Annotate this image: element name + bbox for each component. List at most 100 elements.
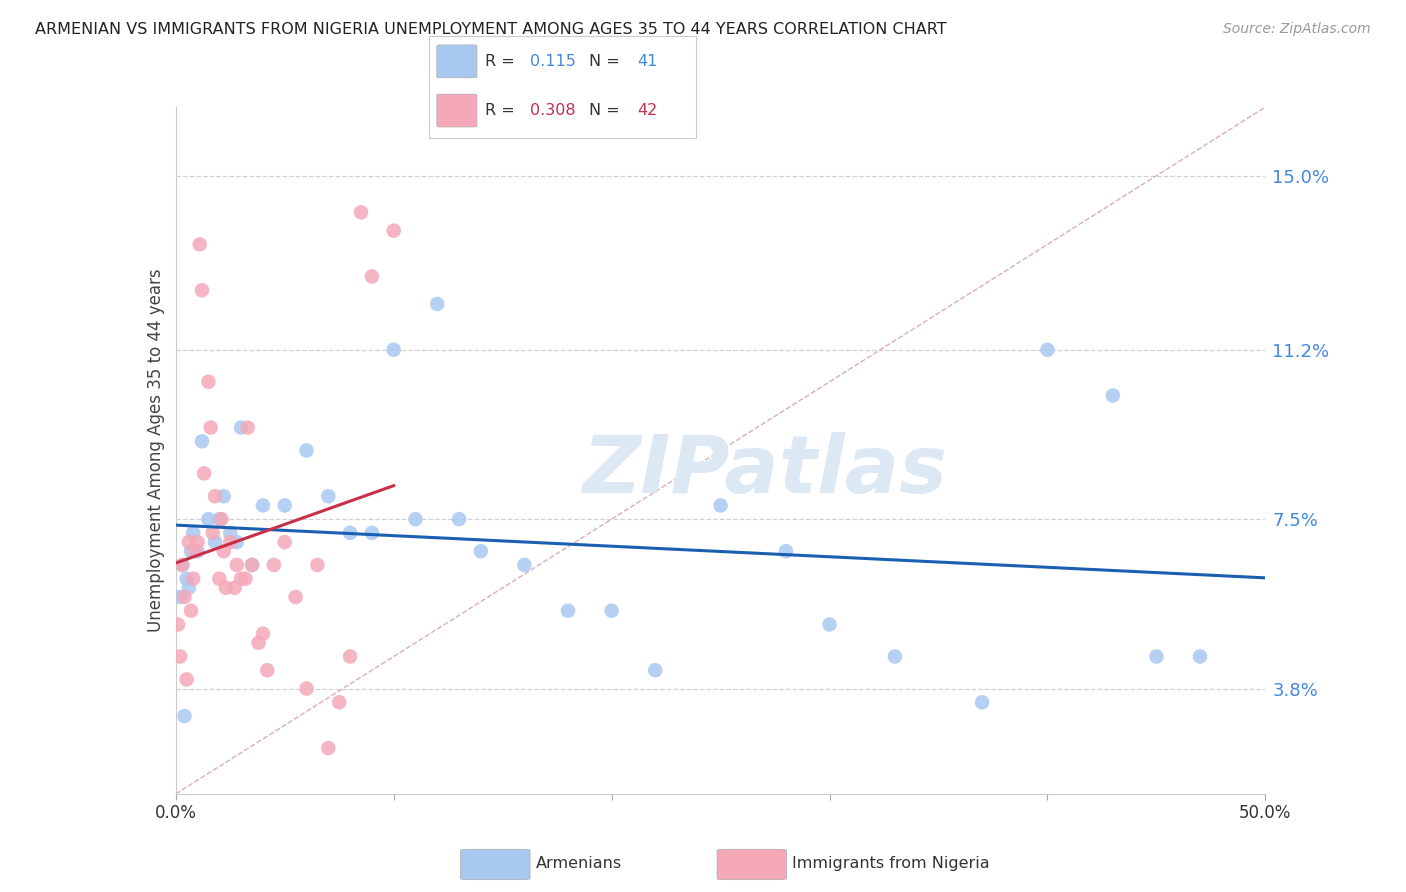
- Point: [177, 535, 200, 549]
- Point: [180, 604, 202, 618]
- Point: [361, 269, 384, 284]
- Point: [211, 512, 233, 526]
- Point: [710, 499, 733, 513]
- Point: [382, 224, 405, 238]
- Point: [1189, 649, 1212, 664]
- Point: [184, 544, 207, 558]
- Text: R =: R =: [485, 54, 520, 69]
- Text: 0.308: 0.308: [530, 103, 576, 118]
- Point: [191, 283, 214, 297]
- Point: [252, 626, 274, 640]
- FancyBboxPatch shape: [437, 45, 477, 78]
- Point: [177, 581, 200, 595]
- Point: [188, 237, 211, 252]
- Text: N =: N =: [589, 103, 626, 118]
- Point: [173, 590, 195, 604]
- FancyBboxPatch shape: [717, 849, 786, 880]
- FancyBboxPatch shape: [461, 849, 530, 880]
- Point: [307, 558, 329, 572]
- Point: [884, 649, 907, 664]
- Point: [176, 572, 198, 586]
- Point: [240, 558, 263, 572]
- Point: [172, 558, 194, 572]
- Point: [204, 489, 226, 503]
- Point: [180, 544, 202, 558]
- Point: [186, 544, 209, 558]
- Point: [1036, 343, 1059, 357]
- Point: [426, 297, 449, 311]
- Point: [219, 535, 242, 549]
- Point: [169, 649, 191, 664]
- FancyBboxPatch shape: [437, 95, 477, 127]
- Point: [339, 525, 361, 540]
- Point: [284, 590, 307, 604]
- Point: [405, 512, 427, 526]
- Point: [167, 617, 190, 632]
- Point: [382, 343, 405, 357]
- Point: [212, 544, 235, 558]
- Point: [181, 525, 204, 540]
- Point: [295, 681, 318, 696]
- Point: [200, 420, 222, 434]
- Point: [219, 525, 242, 540]
- Point: [972, 695, 994, 709]
- Point: [197, 375, 219, 389]
- Point: [172, 558, 194, 572]
- Text: Armenians: Armenians: [536, 855, 621, 871]
- Text: 0.115: 0.115: [530, 54, 576, 69]
- Point: [208, 572, 231, 586]
- Point: [169, 590, 191, 604]
- Point: [252, 499, 274, 513]
- Point: [197, 512, 219, 526]
- Point: [361, 525, 384, 540]
- Point: [208, 512, 231, 526]
- Point: [215, 581, 238, 595]
- Point: [513, 558, 536, 572]
- Point: [644, 663, 666, 677]
- Point: [1102, 388, 1125, 402]
- Point: [318, 489, 340, 503]
- Point: [470, 544, 492, 558]
- Point: [1146, 649, 1168, 664]
- Text: ARMENIAN VS IMMIGRANTS FROM NIGERIA UNEMPLOYMENT AMONG AGES 35 TO 44 YEARS CORRE: ARMENIAN VS IMMIGRANTS FROM NIGERIA UNEM…: [35, 22, 946, 37]
- Point: [236, 420, 259, 434]
- Text: 41: 41: [637, 54, 658, 69]
- Point: [191, 434, 214, 449]
- Point: [557, 604, 579, 618]
- Point: [231, 572, 253, 586]
- Point: [212, 489, 235, 503]
- Point: [224, 581, 246, 595]
- Point: [600, 604, 623, 618]
- Point: [328, 695, 350, 709]
- Point: [247, 636, 270, 650]
- Point: [350, 205, 373, 219]
- Text: 42: 42: [637, 103, 658, 118]
- Point: [173, 709, 195, 723]
- Point: [240, 558, 263, 572]
- Point: [231, 420, 253, 434]
- Point: [256, 663, 278, 677]
- Point: [181, 572, 204, 586]
- Point: [225, 558, 247, 572]
- Point: [274, 499, 297, 513]
- Text: N =: N =: [589, 54, 626, 69]
- Point: [204, 535, 226, 549]
- Text: Immigrants from Nigeria: Immigrants from Nigeria: [792, 855, 990, 871]
- Point: [225, 535, 247, 549]
- Point: [447, 512, 470, 526]
- Point: [176, 673, 198, 687]
- Point: [339, 649, 361, 664]
- Point: [193, 467, 215, 481]
- Point: [318, 741, 340, 756]
- Point: [295, 443, 318, 458]
- Point: [186, 535, 209, 549]
- Y-axis label: Unemployment Among Ages 35 to 44 years: Unemployment Among Ages 35 to 44 years: [146, 268, 165, 632]
- Text: Source: ZipAtlas.com: Source: ZipAtlas.com: [1223, 22, 1371, 37]
- Text: R =: R =: [485, 103, 520, 118]
- Point: [235, 572, 257, 586]
- Point: [775, 544, 797, 558]
- Point: [274, 535, 297, 549]
- Point: [263, 558, 285, 572]
- Point: [201, 525, 224, 540]
- Text: ZIPatlas: ZIPatlas: [582, 432, 946, 510]
